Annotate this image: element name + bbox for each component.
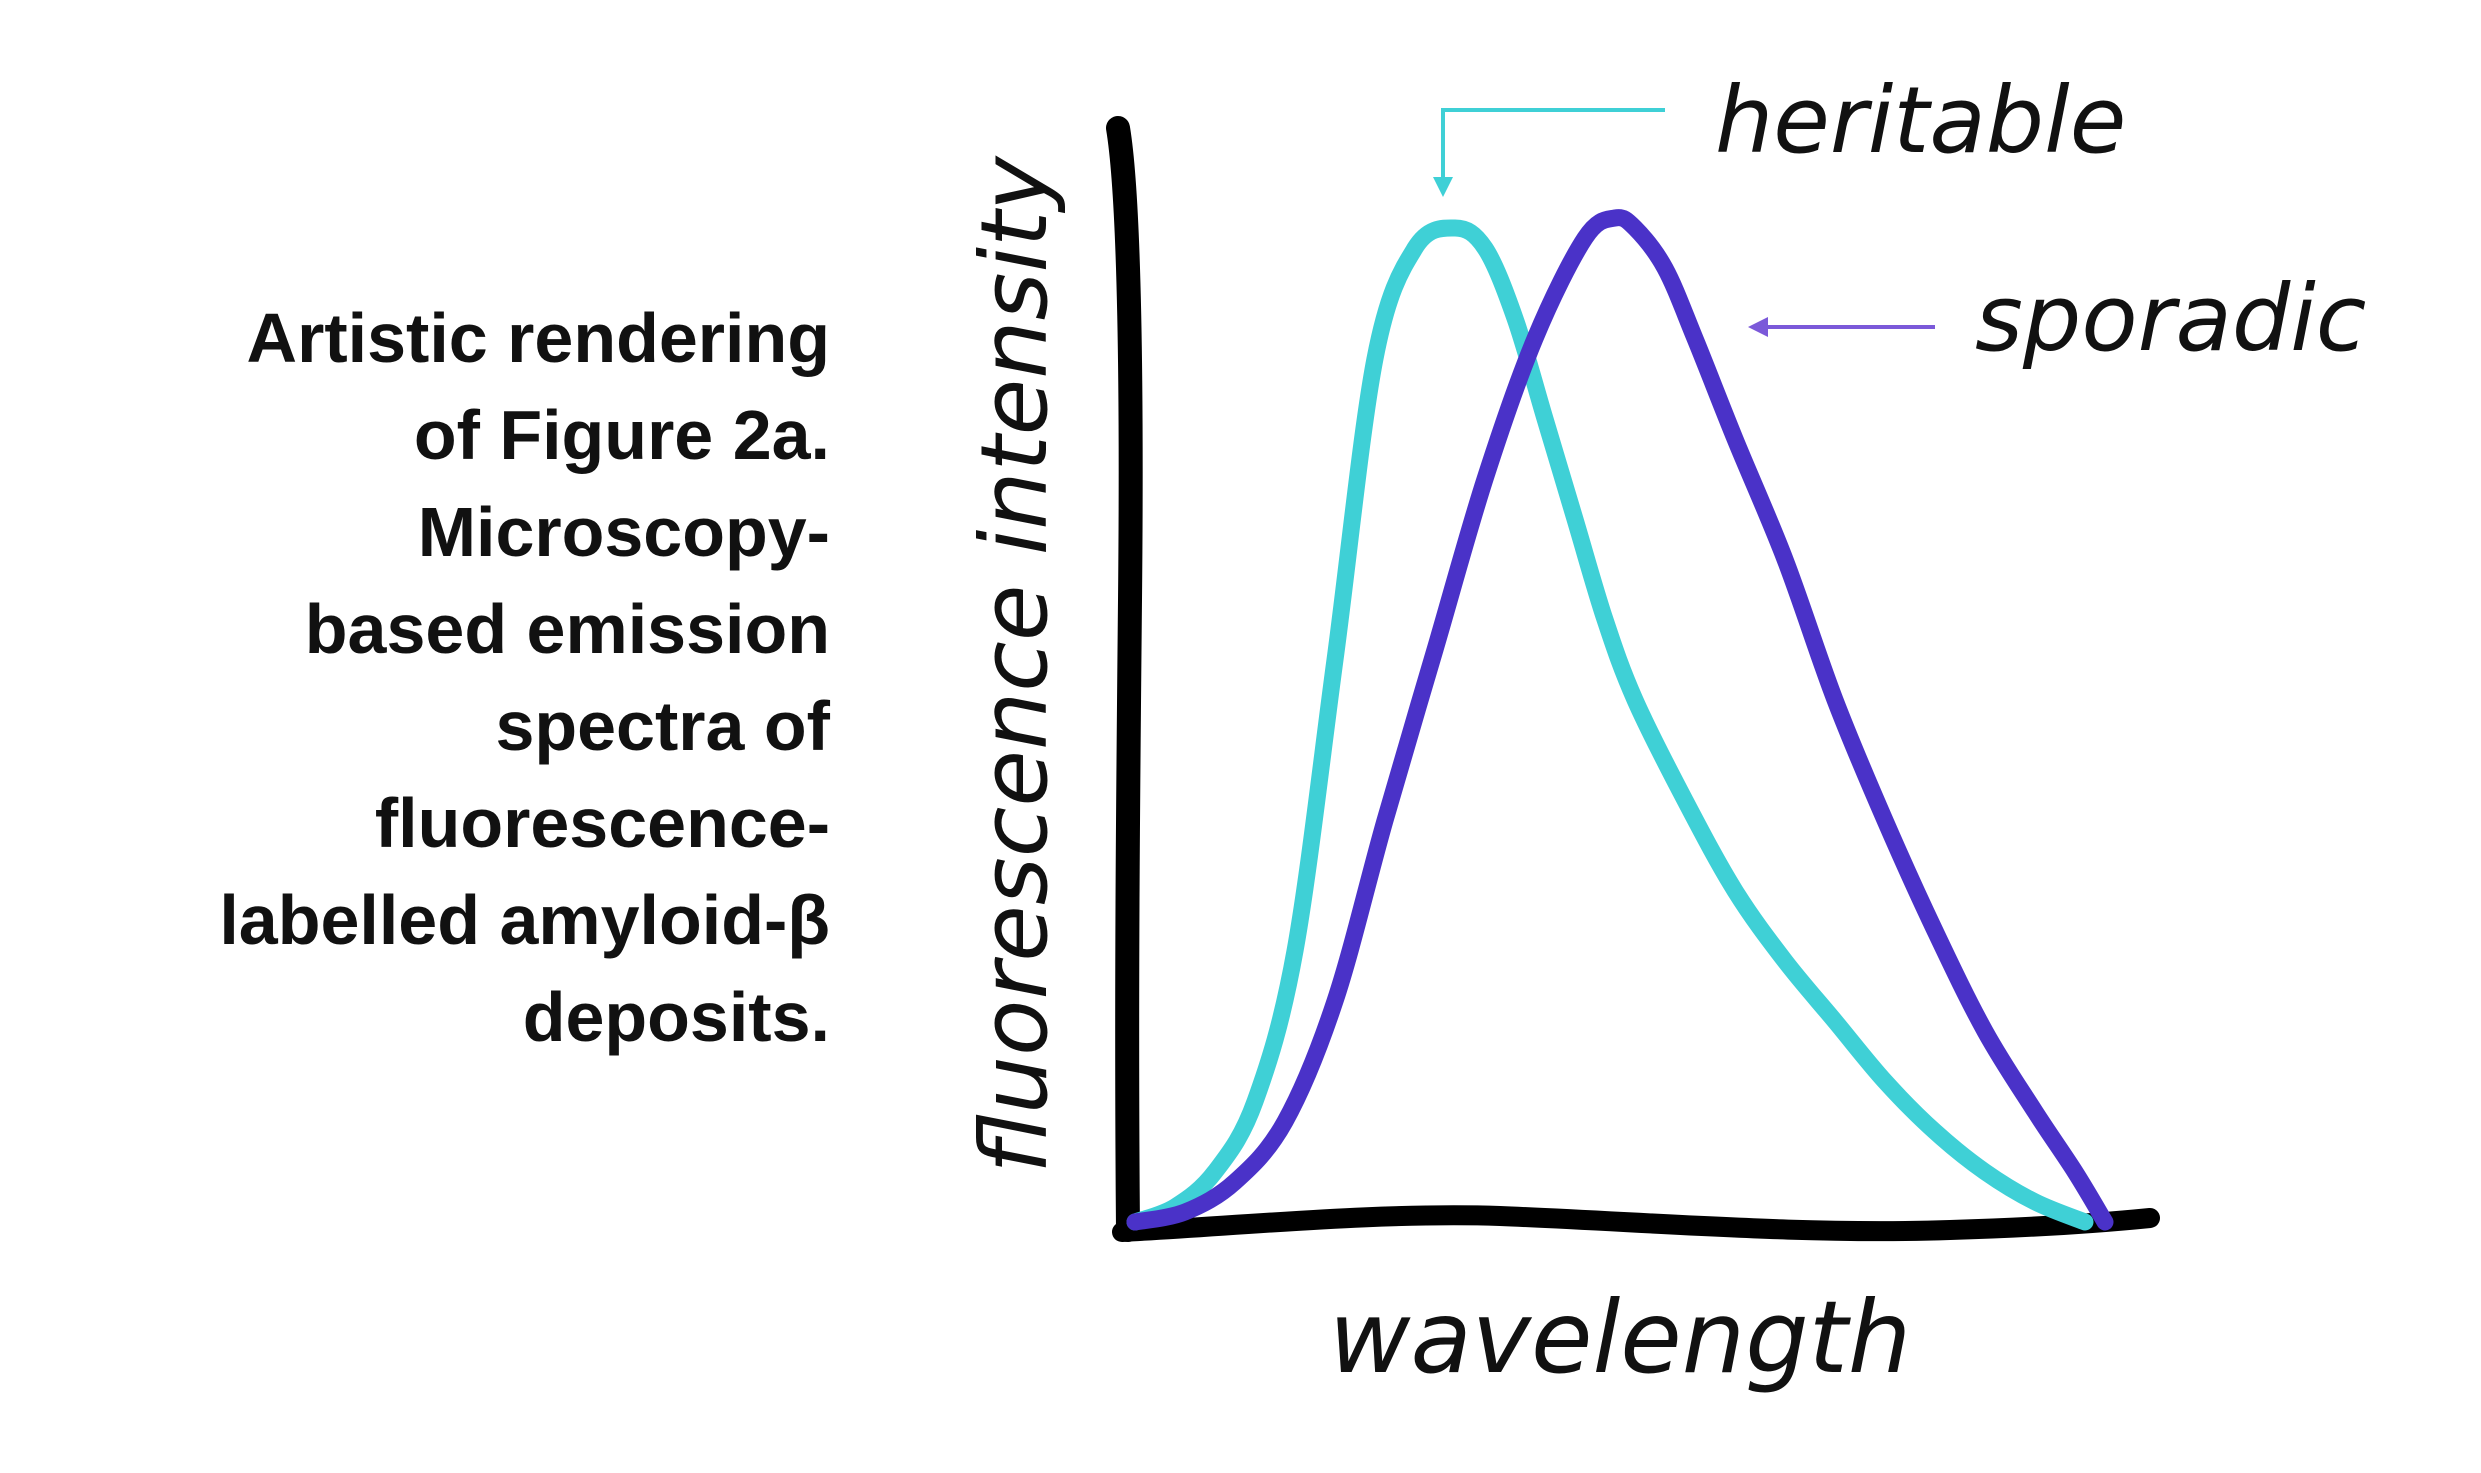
annotation-sporadic: sporadic bbox=[1975, 265, 2366, 372]
caption-line: based emission bbox=[304, 590, 830, 668]
caption-line: Microscopy- bbox=[417, 493, 830, 571]
y-axis-label: fluorescence intensity bbox=[961, 155, 1068, 1174]
x-axis-label: wavelength bbox=[1329, 1279, 1912, 1396]
caption-line: labelled amyloid-β bbox=[219, 881, 830, 959]
x-axis bbox=[1112, 1205, 2160, 1242]
caption-line: Artistic rendering bbox=[246, 299, 830, 377]
series-line-heritable bbox=[1126, 219, 2094, 1231]
y-axis bbox=[1106, 116, 1143, 1242]
annotation-heritable: heritable bbox=[1715, 67, 2126, 174]
caption-line: deposits. bbox=[522, 978, 830, 1056]
caption-line: fluorescence- bbox=[374, 784, 830, 862]
figure-caption: Artistic rendering of Figure 2a. Microsc… bbox=[60, 290, 830, 1066]
caption-line: spectra of bbox=[495, 687, 830, 765]
series-line-sporadic bbox=[1126, 209, 2114, 1231]
caption-line: of Figure 2a. bbox=[413, 396, 830, 474]
heritable-arrow bbox=[1433, 108, 1665, 197]
